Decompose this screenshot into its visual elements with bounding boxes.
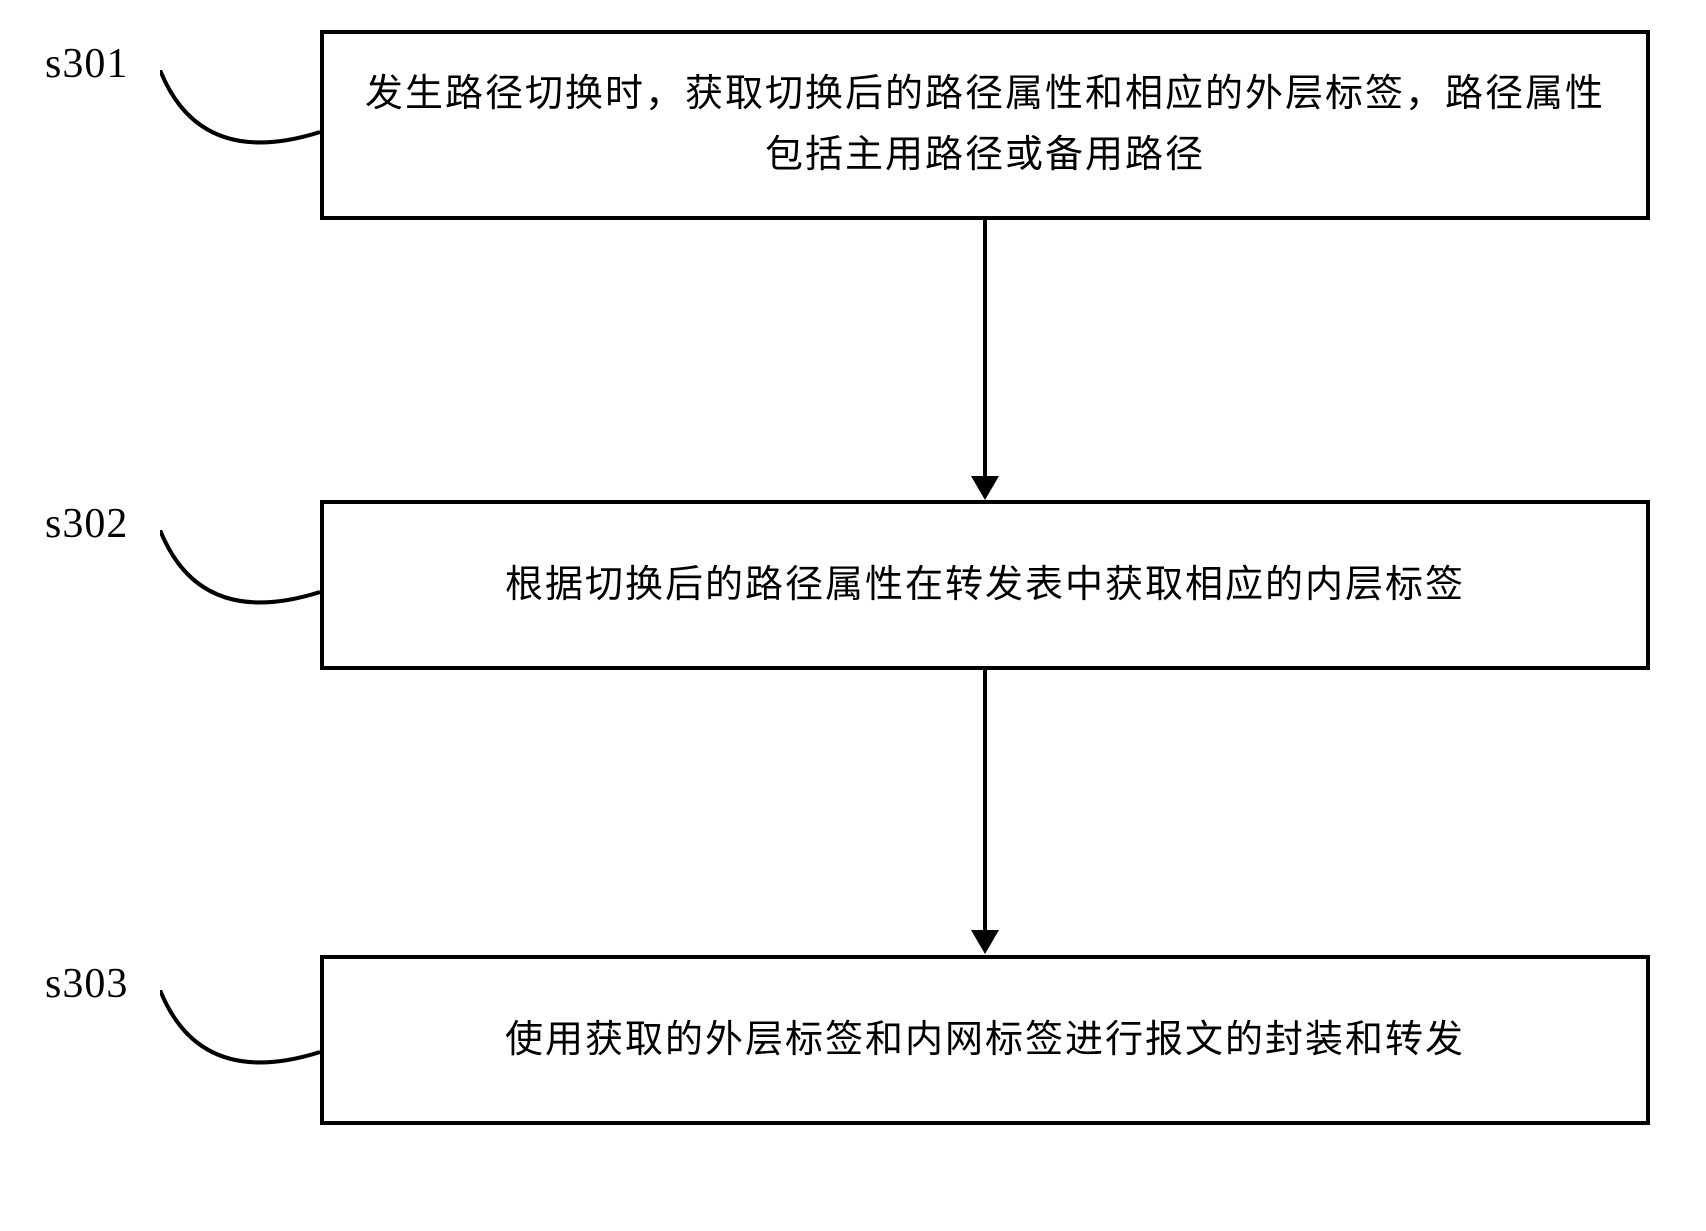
curve-s303 xyxy=(160,990,320,1110)
curve-s301 xyxy=(160,70,320,190)
arrow-head-2 xyxy=(971,930,999,954)
step-label-s301: s301 xyxy=(45,40,128,88)
arrow-head-1 xyxy=(971,476,999,500)
step-text-s303: 使用获取的外层标签和内网标签进行报文的封装和转发 xyxy=(505,1010,1465,1071)
step-text-s301: 发生路径切换时，获取切换后的路径属性和相应的外层标签，路径属性包括主用路径或备用… xyxy=(364,64,1606,186)
step-label-s303: s303 xyxy=(45,960,128,1008)
step-box-s301: 发生路径切换时，获取切换后的路径属性和相应的外层标签，路径属性包括主用路径或备用… xyxy=(320,30,1650,220)
step-box-s302: 根据切换后的路径属性在转发表中获取相应的内层标签 xyxy=(320,500,1650,670)
arrow-line-1 xyxy=(983,220,987,478)
step-box-s303: 使用获取的外层标签和内网标签进行报文的封装和转发 xyxy=(320,955,1650,1125)
curve-s302 xyxy=(160,530,320,650)
step-text-s302: 根据切换后的路径属性在转发表中获取相应的内层标签 xyxy=(505,555,1465,616)
step-label-s302: s302 xyxy=(45,500,128,548)
flowchart-container: s301 发生路径切换时，获取切换后的路径属性和相应的外层标签，路径属性包括主用… xyxy=(0,0,1706,1231)
arrow-line-2 xyxy=(983,670,987,932)
